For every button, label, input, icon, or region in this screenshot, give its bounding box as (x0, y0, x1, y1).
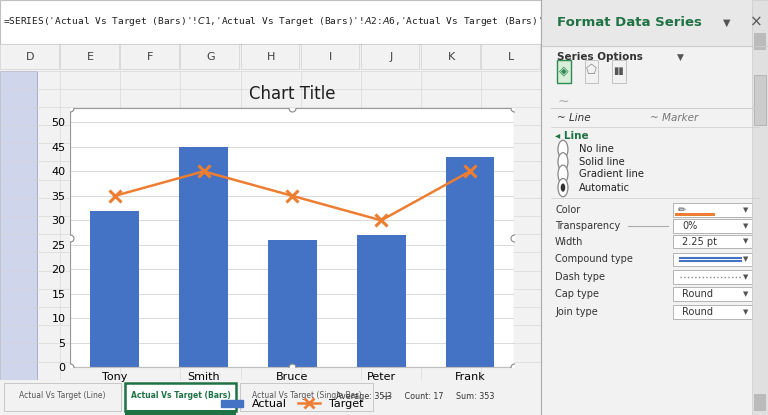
Text: ◂ Line: ◂ Line (555, 131, 588, 141)
Text: G: G (207, 51, 215, 61)
Text: Average: 35.3     Count: 17     Sum: 353: Average: 35.3 Count: 17 Sum: 353 (336, 392, 494, 401)
Text: Format Data Series: Format Data Series (558, 16, 702, 29)
Text: D: D (26, 51, 35, 61)
Bar (445, 156, 495, 367)
Bar (0, 71, 37, 380)
Bar (673, 219, 752, 232)
Text: 0%: 0% (682, 221, 697, 231)
Bar (60, 44, 119, 69)
Title: Chart Title: Chart Title (249, 85, 336, 103)
Circle shape (561, 183, 565, 192)
Text: K: K (448, 51, 455, 61)
Bar (754, 394, 766, 411)
Text: Automatic: Automatic (579, 183, 630, 193)
Bar (541, 0, 768, 46)
Text: ~: ~ (558, 95, 569, 109)
Bar (673, 235, 752, 248)
Text: ▮▮: ▮▮ (614, 66, 624, 76)
Bar (240, 383, 373, 411)
Text: Join type: Join type (555, 307, 598, 317)
Bar (754, 33, 766, 50)
Text: I: I (329, 51, 333, 61)
Bar (5, 383, 121, 411)
Text: Color: Color (555, 205, 581, 215)
Bar (421, 44, 480, 69)
Bar (301, 44, 359, 69)
Text: ▼: ▼ (743, 256, 749, 262)
Text: +: + (380, 390, 391, 403)
Text: Width: Width (555, 237, 584, 247)
Text: ⬠: ⬠ (586, 64, 597, 77)
Text: ×: × (750, 15, 763, 30)
Text: Cap type: Cap type (555, 289, 599, 299)
Bar (121, 44, 179, 69)
Text: Round: Round (682, 289, 713, 299)
Bar (673, 270, 752, 284)
Bar (558, 60, 571, 83)
Text: ▼: ▼ (743, 291, 749, 297)
Bar (673, 287, 752, 301)
Bar (673, 203, 752, 217)
Legend: Actual, Target: Actual, Target (217, 395, 368, 414)
Text: Gradient line: Gradient line (579, 169, 644, 179)
Text: L: L (508, 51, 515, 61)
Text: F: F (147, 51, 154, 61)
Text: No line: No line (579, 144, 614, 154)
Text: ▼: ▼ (743, 239, 749, 244)
Text: ◈: ◈ (559, 64, 569, 77)
Text: ▼: ▼ (743, 309, 749, 315)
Bar (180, 44, 239, 69)
Bar (357, 235, 406, 367)
Text: ▼: ▼ (723, 17, 730, 27)
Bar (0, 44, 58, 69)
Text: Actual Vs Target (Single Bar): Actual Vs Target (Single Bar) (252, 391, 362, 400)
Bar (673, 305, 752, 319)
Text: Compound type: Compound type (555, 254, 633, 264)
Text: =SERIES('Actual Vs Target (Bars)'!$C$1,'Actual Vs Target (Bars)'!$A$2:$A$6,'Actu: =SERIES('Actual Vs Target (Bars)'!$C$1,'… (3, 15, 596, 28)
Bar (612, 60, 626, 83)
Text: ▼: ▼ (743, 207, 749, 213)
Text: Solid line: Solid line (579, 157, 624, 167)
Text: Series Options: Series Options (558, 52, 643, 62)
Bar (675, 213, 715, 217)
Bar (482, 44, 540, 69)
Bar (91, 210, 139, 367)
Bar (125, 410, 236, 415)
Text: Actual Vs Target (Line): Actual Vs Target (Line) (19, 391, 106, 400)
Circle shape (558, 140, 568, 159)
Circle shape (558, 178, 568, 197)
Bar (240, 44, 300, 69)
Circle shape (558, 165, 568, 183)
Text: 2.25 pt: 2.25 pt (682, 237, 717, 247)
Text: J: J (389, 51, 392, 61)
Text: Round: Round (682, 307, 713, 317)
Bar (268, 240, 316, 367)
Text: ✏: ✏ (677, 205, 686, 215)
Bar (179, 147, 228, 367)
Bar (752, 0, 768, 415)
Text: ▼: ▼ (677, 53, 684, 62)
Text: Dash type: Dash type (555, 272, 605, 282)
Circle shape (558, 153, 568, 171)
Bar (361, 44, 419, 69)
Text: ~ Line: ~ Line (558, 113, 591, 123)
Bar (584, 60, 598, 83)
Bar (754, 75, 766, 124)
Text: ▼: ▼ (743, 274, 749, 280)
Text: Transparency: Transparency (555, 221, 621, 231)
Text: ▼: ▼ (743, 223, 749, 229)
Text: ~ Marker: ~ Marker (650, 113, 698, 123)
Text: H: H (266, 51, 275, 61)
Bar (675, 205, 717, 216)
Bar (125, 383, 236, 411)
Bar (673, 252, 752, 266)
Text: Actual Vs Target (Bars): Actual Vs Target (Bars) (131, 391, 230, 400)
Text: E: E (87, 51, 94, 61)
